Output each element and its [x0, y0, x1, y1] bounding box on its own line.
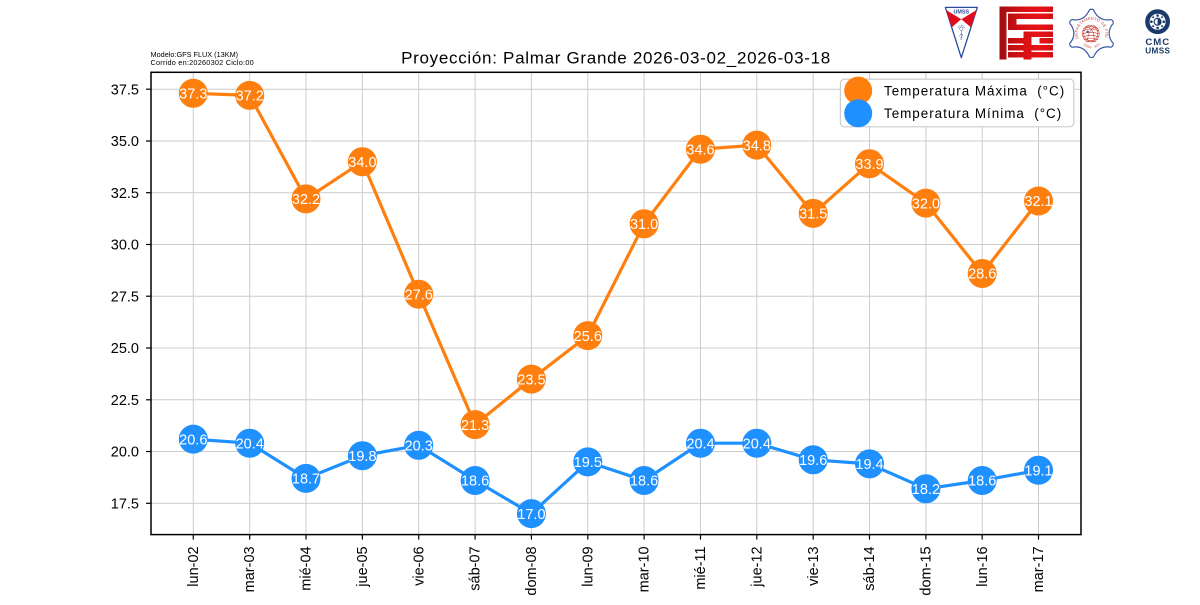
svg-text:20.4: 20.4 [743, 436, 771, 452]
svg-text:35.0: 35.0 [111, 134, 139, 150]
svg-text:UMSS: UMSS [1145, 47, 1170, 56]
svg-text:jue-05: jue-05 [355, 546, 371, 587]
svg-text:mié-11: mié-11 [693, 546, 709, 589]
svg-text:32.0: 32.0 [912, 196, 940, 212]
svg-text:25.6: 25.6 [574, 329, 602, 345]
svg-text:27.6: 27.6 [405, 287, 433, 303]
svg-text:22.5: 22.5 [111, 393, 139, 409]
svg-text:28.6: 28.6 [968, 267, 996, 283]
svg-text:34.8: 34.8 [743, 138, 771, 154]
svg-text:19.6: 19.6 [799, 453, 827, 469]
svg-text:18.6: 18.6 [968, 474, 996, 490]
svg-text:17.5: 17.5 [111, 496, 139, 512]
svg-text:dom-08: dom-08 [524, 546, 540, 595]
svg-text:mar-17: mar-17 [1031, 546, 1047, 592]
svg-text:lun-09: lun-09 [580, 546, 596, 586]
svg-text:18.6: 18.6 [461, 474, 489, 490]
svg-text:17.0: 17.0 [517, 507, 545, 523]
svg-text:mar-10: mar-10 [637, 546, 653, 592]
svg-text:sáb-14: sáb-14 [862, 546, 878, 590]
svg-text:32.1: 32.1 [1024, 194, 1052, 210]
svg-text:34.6: 34.6 [686, 142, 714, 158]
svg-text:34.0: 34.0 [348, 155, 376, 171]
svg-text:mar-03: mar-03 [242, 546, 258, 592]
svg-text:18.6: 18.6 [630, 474, 658, 490]
svg-text:Proyección: Palmar Grande 2026: Proyección: Palmar Grande 2026-03-02_202… [401, 48, 831, 67]
svg-text:19.1: 19.1 [1024, 463, 1052, 479]
svg-text:37.3: 37.3 [179, 87, 207, 103]
svg-text:19.8: 19.8 [348, 449, 376, 465]
svg-text:32.5: 32.5 [111, 186, 139, 202]
svg-text:18.7: 18.7 [292, 472, 320, 488]
svg-text:33.9: 33.9 [855, 157, 883, 173]
svg-text:Temperatura Máxima (°C): Temperatura Máxima (°C) [884, 83, 1065, 98]
svg-text:25.0: 25.0 [111, 341, 139, 357]
svg-text:20.0: 20.0 [111, 445, 139, 461]
svg-text:27.5: 27.5 [111, 289, 139, 305]
svg-text:UMSS: UMSS [954, 9, 970, 15]
svg-text:lun-16: lun-16 [975, 546, 991, 586]
svg-text:20.4: 20.4 [686, 436, 714, 452]
svg-text:31.0: 31.0 [630, 217, 658, 233]
svg-text:19.4: 19.4 [855, 457, 883, 473]
svg-text:37.5: 37.5 [111, 82, 139, 98]
svg-text:37.2: 37.2 [236, 89, 264, 105]
svg-text:32.2: 32.2 [292, 192, 320, 208]
svg-text:Corrido en:20260302 Ciclo:00: Corrido en:20260302 Ciclo:00 [151, 58, 254, 67]
svg-text:20.6: 20.6 [179, 432, 207, 448]
svg-text:31.5: 31.5 [799, 207, 827, 223]
svg-text:vie-13: vie-13 [806, 546, 822, 586]
svg-text:Temperatura Mínima (°C): Temperatura Mínima (°C) [884, 106, 1062, 121]
svg-text:21.3: 21.3 [461, 418, 489, 434]
svg-text:mié-04: mié-04 [299, 546, 315, 590]
svg-text:jue-12: jue-12 [749, 546, 765, 587]
svg-text:sáb-07: sáb-07 [468, 546, 484, 590]
svg-text:dom-15: dom-15 [919, 546, 935, 595]
svg-text:vie-06: vie-06 [411, 546, 427, 586]
svg-text:19.5: 19.5 [574, 455, 602, 471]
svg-text:20.3: 20.3 [405, 439, 433, 455]
svg-text:23.5: 23.5 [517, 372, 545, 388]
svg-text:CMC: CMC [1145, 37, 1170, 48]
svg-text:30.0: 30.0 [111, 238, 139, 254]
svg-text:20.4: 20.4 [236, 436, 264, 452]
svg-text:18.2: 18.2 [912, 482, 940, 498]
svg-text:Modelo:GFS FLUX (13KM): Modelo:GFS FLUX (13KM) [151, 50, 239, 59]
svg-text:lun-02: lun-02 [186, 546, 202, 586]
